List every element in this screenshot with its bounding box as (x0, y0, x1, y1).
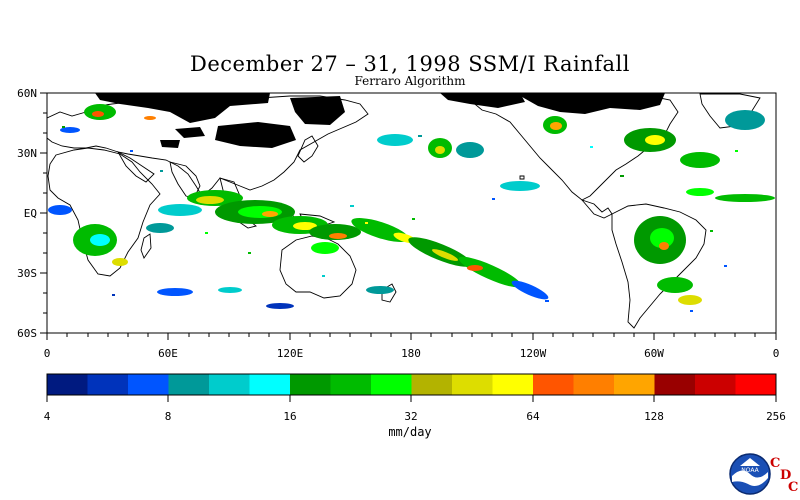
colorbar-tick-label: 8 (165, 410, 172, 423)
colorbar-segment (654, 374, 696, 395)
lat-label: 60S (17, 327, 37, 340)
lat-label: EQ (24, 207, 37, 220)
cdc-letter: C (770, 456, 781, 471)
colorbar-segment (695, 374, 736, 395)
lat-label: 60N (17, 87, 37, 100)
cdc-letter: C (788, 480, 799, 495)
lon-label: 120W (520, 347, 547, 360)
colorbar-segment (411, 374, 453, 395)
lon-label: 180 (401, 347, 421, 360)
colorbar-segment (492, 374, 534, 395)
plot-frame (46, 92, 777, 334)
lon-label: 60W (644, 347, 664, 360)
colorbar (47, 374, 777, 395)
colorbar-segment (452, 374, 493, 395)
lon-label: 60E (158, 347, 178, 360)
noaa-logo-text: NOAA (741, 467, 759, 474)
lon-label: 0 (44, 347, 51, 360)
colorbar-segment (614, 374, 655, 395)
colorbar-tick-label: 32 (404, 410, 417, 423)
y-axis-ticks (40, 92, 47, 334)
colorbar-segment (128, 374, 169, 395)
colorbar-labels: 4 8 16 32 64 128 256 (44, 410, 786, 423)
y-axis-labels: 60N 30N EQ 30S 60S (17, 87, 37, 340)
colorbar-segment (47, 374, 88, 395)
map-title: December 27 – 31, 1998 SSM/I Rainfall (190, 52, 630, 76)
rain-speckles (62, 126, 738, 312)
colorbar-segment (168, 374, 210, 395)
colorbar-tick-label: 64 (526, 410, 540, 423)
x-axis-labels: 0 60E 120E 180 120W 60W 0 (44, 347, 780, 360)
colorbar-segment (290, 374, 331, 395)
colorbar-tick-label: 128 (644, 410, 664, 423)
colorbar-segment (330, 374, 372, 395)
colorbar-segment (735, 374, 777, 395)
noaa-logo-icon: NOAA (729, 453, 771, 495)
colorbar-segment (249, 374, 291, 395)
rain-patches (48, 104, 775, 309)
colorbar-segment (87, 374, 129, 395)
lon-label: 120E (277, 347, 304, 360)
x-axis-ticks (46, 333, 777, 340)
map-subtitle: Ferraro Algorithm (354, 74, 466, 88)
lat-label: 30N (17, 147, 37, 160)
colorbar-tick-label: 16 (283, 410, 296, 423)
colorbar-units: mm/day (388, 425, 432, 439)
colorbar-segment (371, 374, 412, 395)
no-data-regions (95, 93, 665, 148)
colorbar-segment (209, 374, 250, 395)
lat-label: 30S (17, 267, 37, 280)
cdc-letter: D (780, 468, 792, 483)
colorbar-tick-label: 256 (766, 410, 786, 423)
lon-label: 0 (773, 347, 780, 360)
colorbar-segment (533, 374, 574, 395)
colorbar-tick-label: 4 (44, 410, 51, 423)
colorbar-ticks (46, 395, 777, 402)
colorbar-segment (573, 374, 615, 395)
map-content (47, 93, 775, 329)
